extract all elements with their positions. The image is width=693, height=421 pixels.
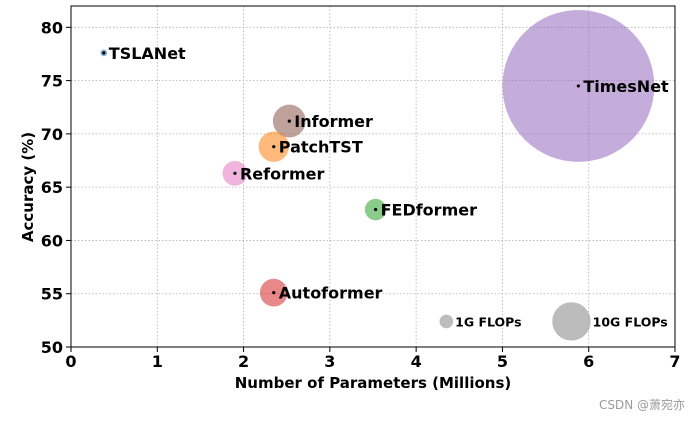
size-legend-label-1g: 1G FLOPs — [455, 314, 521, 329]
point-marker-patchtst — [272, 145, 276, 149]
x-tick-label: 7 — [669, 352, 680, 371]
point-label-patchtst: PatchTST — [279, 138, 363, 157]
x-tick-label: 0 — [65, 352, 76, 371]
size-legend-label-10g: 10G FLOPs — [593, 314, 668, 329]
point-label-reformer: Reformer — [240, 164, 325, 183]
point-marker-autoformer — [272, 291, 276, 295]
y-axis-label: Accuracy (%) — [19, 132, 37, 242]
y-tick-label: 50 — [41, 338, 63, 357]
point-label-timesnet: TimesNet — [583, 77, 669, 96]
y-tick-label: 80 — [41, 18, 63, 37]
point-label-tslanet: TSLANet — [109, 44, 186, 63]
point-marker-reformer — [233, 171, 237, 175]
x-tick-label: 1 — [152, 352, 163, 371]
size-legend-bubble-10g — [552, 302, 591, 341]
x-tick-label: 3 — [324, 352, 335, 371]
point-label-fedformer: FEDformer — [381, 201, 478, 220]
watermark: CSDN @萧宛亦 — [598, 398, 685, 412]
x-tick-label: 4 — [411, 352, 422, 371]
y-tick-label: 70 — [41, 125, 63, 144]
x-tick-label: 5 — [497, 352, 508, 371]
y-tick-label: 65 — [41, 178, 63, 197]
axes-layer: 0 1 2 3 4 5 6 7 50 55 60 65 70 75 80 — [41, 5, 681, 371]
size-legend-bubble-1g — [439, 314, 454, 329]
x-tick-label: 6 — [583, 352, 594, 371]
point-label-informer: Informer — [294, 112, 373, 131]
y-tick-label: 55 — [41, 285, 63, 304]
y-tick-label: 60 — [41, 231, 63, 250]
x-axis-label: Number of Parameters (Millions) — [235, 374, 512, 392]
point-marker-fedformer — [373, 207, 378, 212]
point-marker-tslanet — [102, 51, 106, 55]
plot-frame — [70, 5, 676, 348]
x-tick-label: 2 — [238, 352, 249, 371]
label-layer: TSLANet TimesNet Informer PatchTST Reformer F… — [102, 44, 669, 329]
point-marker-informer — [287, 119, 291, 123]
y-tick-label: 75 — [41, 72, 63, 91]
point-label-autoformer: Autoformer — [279, 284, 383, 303]
point-marker-timesnet — [576, 84, 580, 88]
grid-layer — [71, 6, 675, 347]
